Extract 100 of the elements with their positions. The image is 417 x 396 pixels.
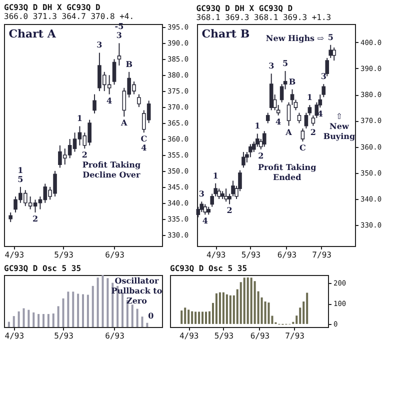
annotation: 2: [32, 213, 38, 224]
chart-title: GC93Q D Osc 5 35: [4, 264, 82, 273]
x-tick-label: 6/93: [105, 332, 125, 340]
bar: [229, 295, 232, 324]
candlestick: [112, 58, 116, 86]
x-tick-label: 6/93: [277, 250, 297, 260]
x-tick-label: 5/93: [241, 250, 261, 260]
annotation: 4: [141, 142, 148, 153]
annotation: Profit Taking Decline Over: [82, 160, 142, 180]
bar: [198, 312, 200, 324]
chart-title: GC93Q D DH X GC93Q D: [4, 3, 101, 12]
bar: [306, 292, 308, 324]
x-tick-label: 7/93: [312, 250, 332, 260]
bar: [52, 313, 54, 327]
annotation: Profit Taking Ended: [258, 162, 317, 182]
annotation: 3: [116, 30, 122, 40]
bar: [268, 302, 270, 324]
annotation: 4: [276, 116, 282, 126]
candlestick: [203, 204, 208, 216]
bar: [122, 292, 124, 327]
bar: [205, 312, 208, 324]
annotation: 4: [106, 95, 113, 106]
annotation: 5: [282, 58, 288, 68]
candlestick: [231, 180, 235, 197]
x-tick-label: 5/93: [54, 250, 74, 260]
candlestick: [297, 112, 302, 124]
bar: [215, 293, 218, 324]
x-tick-label: 6/93: [250, 332, 270, 340]
candlestick: [242, 151, 246, 168]
bar: [92, 286, 94, 327]
candlestick: [300, 128, 305, 142]
candlestick: [224, 188, 228, 202]
annotation: A: [120, 118, 128, 128]
bar: [141, 316, 144, 327]
bar: [82, 294, 84, 327]
annotation: C: [300, 142, 306, 153]
bar: [67, 292, 70, 327]
bar: [32, 312, 35, 327]
chart-title: GC93Q D Osc 5 35: [170, 264, 248, 273]
bar: [254, 281, 256, 324]
bar: [38, 314, 40, 327]
x-tick-label: 6/93: [105, 250, 125, 260]
annotation: 3: [198, 188, 205, 199]
bar: [106, 278, 109, 327]
x-tick-label: 5/93: [214, 332, 234, 340]
candlestick: [117, 42, 122, 66]
bar: [246, 277, 249, 324]
bar: [180, 310, 183, 324]
bar: [42, 314, 44, 327]
annotation: 2: [226, 205, 232, 216]
bar: [126, 300, 128, 327]
bar: [243, 278, 246, 324]
candlestick: [137, 94, 141, 108]
annotation: 1: [212, 170, 218, 180]
annotation: 3: [268, 60, 275, 71]
annotation: 1: [254, 120, 260, 131]
annotation: 2: [82, 150, 88, 160]
bar: [191, 311, 194, 324]
chart-subtitle: 368.1 369.3 368.1 369.3 +1.3: [196, 13, 332, 22]
annotation: 1: [306, 92, 312, 102]
x-tick-label: 4/93: [206, 250, 226, 260]
annotation: 4: [202, 216, 208, 226]
chart-subtitle: 366.0 371.3 364.7 370.8 +4.: [4, 12, 134, 22]
bar: [222, 292, 224, 324]
bar: [86, 294, 89, 327]
annotation: ⇧ New Buying: [323, 110, 356, 141]
annotation: 0: [148, 310, 154, 320]
annotation: 2: [310, 126, 316, 137]
bar: [18, 311, 20, 327]
annotation: Chart A: [8, 27, 56, 40]
candlestick: [266, 112, 270, 124]
bar: [146, 322, 148, 327]
annotation: B: [126, 58, 133, 69]
bar: [226, 294, 228, 324]
annotation: 2: [258, 150, 264, 160]
annotation: Oscillator Pullback to Zero: [111, 276, 163, 306]
bar: [218, 292, 221, 324]
annotation: A: [284, 126, 293, 137]
bar: [136, 308, 138, 327]
candlestick: [332, 47, 336, 62]
x-tick-label: 5/93: [54, 332, 74, 340]
bar: [202, 312, 204, 324]
bar: [62, 298, 64, 327]
bar: [12, 316, 15, 327]
candlestick: [328, 44, 333, 58]
bar: [96, 278, 99, 327]
bar: [250, 278, 252, 324]
annotation: 5: [328, 32, 334, 42]
annotation: Chart B: [202, 27, 250, 40]
annotation: B: [288, 76, 296, 86]
annotation: 4: [317, 108, 324, 119]
bar: [57, 306, 60, 327]
bar: [264, 302, 266, 324]
annotation: 3: [96, 40, 103, 50]
bar: [184, 308, 186, 324]
candlestick: [92, 94, 96, 114]
x-tick-label: 4/93: [4, 250, 24, 260]
bar: [77, 294, 80, 327]
bar: [188, 310, 190, 324]
candlestick: [269, 73, 274, 111]
